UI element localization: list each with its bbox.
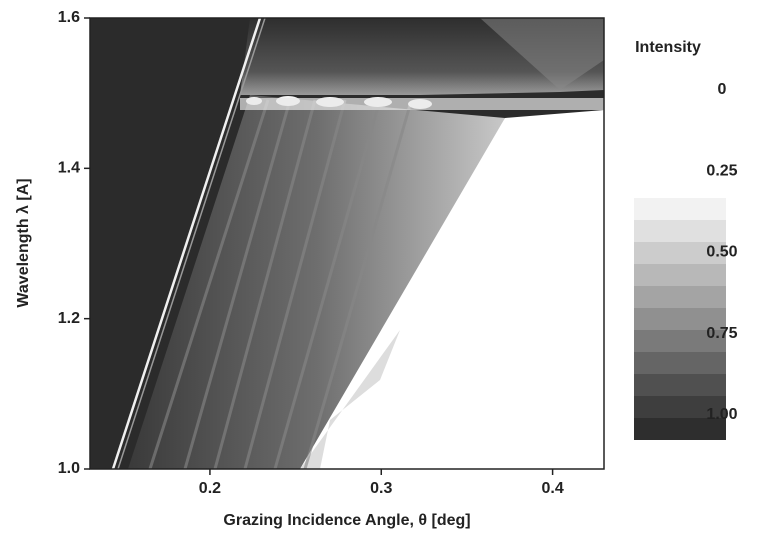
y-tick-label: 1.4	[58, 160, 80, 177]
x-axis-label: Grazing Incidence Angle, θ [deg]	[223, 512, 470, 529]
colorbar	[634, 198, 726, 440]
colorbar-title: Intensity	[635, 39, 701, 56]
y-axis-label: Wavelength λ [A]	[15, 178, 32, 307]
colorbar-tick-label: 0	[718, 81, 727, 98]
y-tick-label: 1.2	[58, 310, 80, 327]
colorbar-tick-label: 0.75	[706, 325, 737, 342]
colorbar-tick-label: 1.00	[706, 406, 737, 423]
y-tick-label: 1.6	[58, 9, 80, 26]
x-tick-label: 0.2	[199, 480, 221, 497]
x-tick-label: 0.3	[370, 480, 392, 497]
x-tick-label: 0.4	[541, 480, 563, 497]
y-tick-label: 1.0	[58, 460, 80, 477]
plot-frame	[89, 17, 605, 470]
colorbar-tick-label: 0.50	[706, 244, 737, 261]
colorbar-tick-label: 0.25	[706, 162, 737, 179]
intensity-field	[90, 18, 604, 469]
